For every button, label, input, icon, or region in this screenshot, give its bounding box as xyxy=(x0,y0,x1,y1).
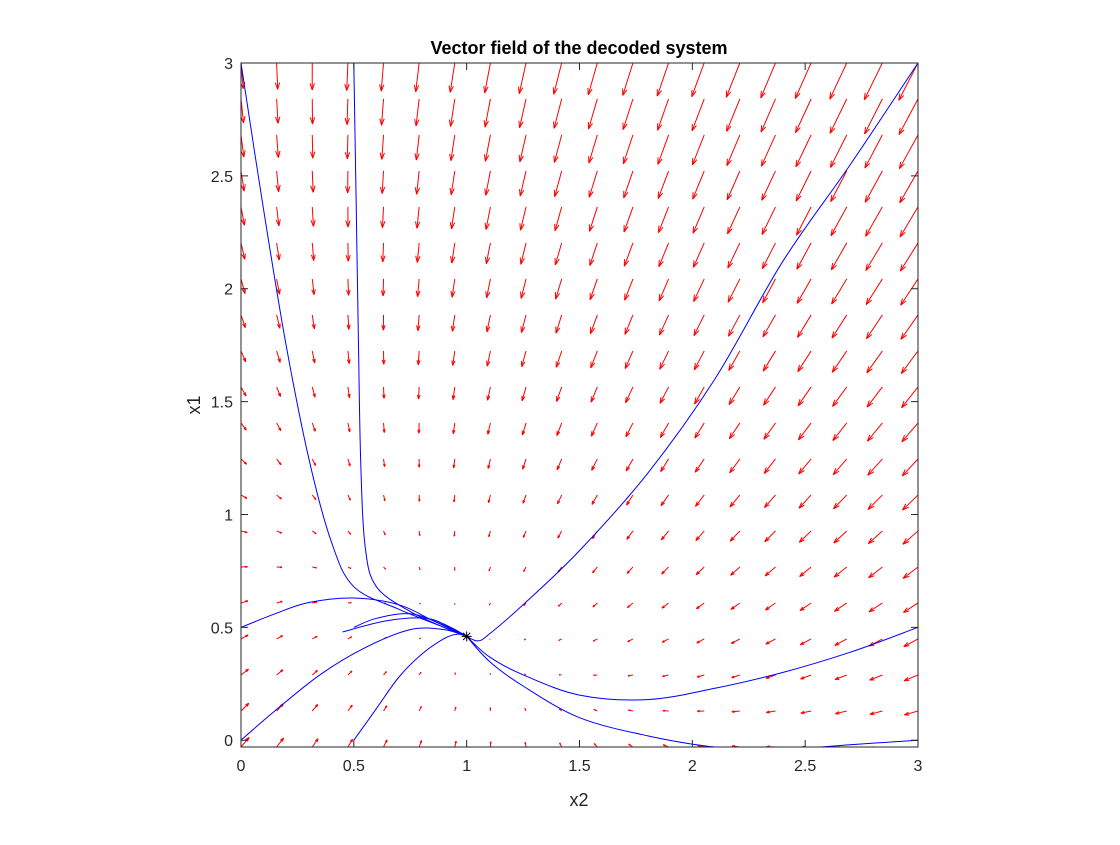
vector-arrow xyxy=(490,708,491,711)
y-tick-label: 3 xyxy=(224,56,233,73)
y-tick-label: 2 xyxy=(224,282,233,299)
vector-arrow xyxy=(455,673,456,675)
plot-area xyxy=(241,63,918,747)
y-tick-label: 2.5 xyxy=(211,169,233,186)
equilibrium-marker xyxy=(462,631,472,641)
x-tick-label: 3 xyxy=(914,758,923,775)
y-tick-label: 0 xyxy=(224,733,233,750)
chart-title: Vector field of the decoded system xyxy=(430,38,727,58)
x-tick-label: 2 xyxy=(688,758,697,775)
x-tick-label: 0 xyxy=(237,758,246,775)
vector-arrow xyxy=(559,674,562,675)
vector-arrow xyxy=(594,675,598,676)
equilibrium-star xyxy=(462,631,472,641)
x-tick-label: 1 xyxy=(462,758,471,775)
y-tick-label: 1 xyxy=(224,507,233,524)
x-tick-label: 0.5 xyxy=(343,758,365,775)
x-tick-label: 1.5 xyxy=(568,758,590,775)
y-tick-label: 1.5 xyxy=(211,395,233,412)
x-tick-label: 2.5 xyxy=(794,758,816,775)
vector-arrow xyxy=(348,602,351,603)
x-axis-label: x2 xyxy=(569,790,588,810)
y-tick-label: 0.5 xyxy=(211,620,233,637)
y-axis-label: x1 xyxy=(184,395,204,414)
vector-arrow xyxy=(454,567,455,570)
